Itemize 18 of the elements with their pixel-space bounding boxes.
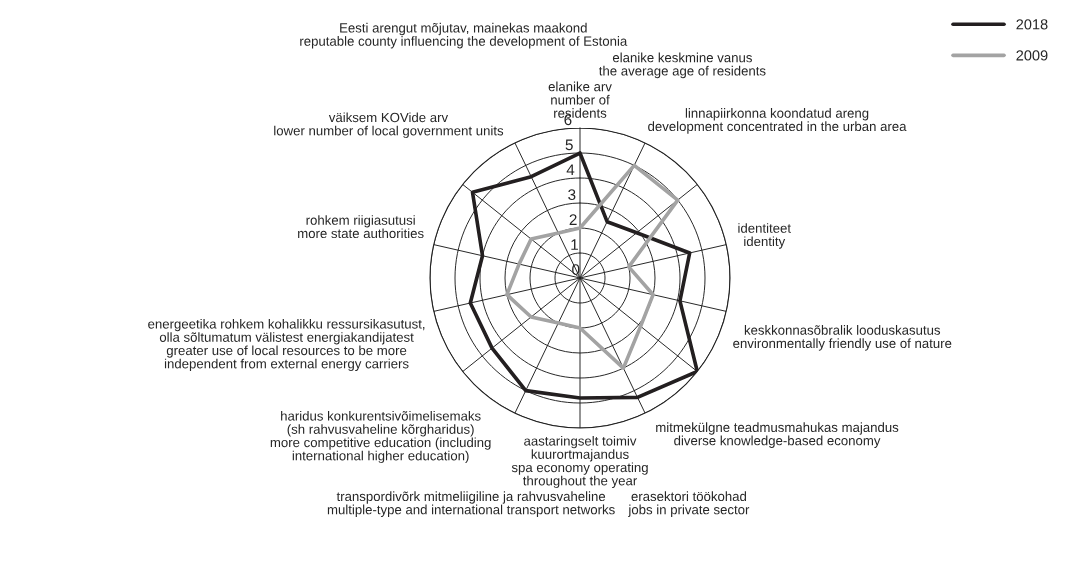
spoke-label: haridus konkurentsivõimelisemaks (sh rahvusvaheline kõrgharidus) more competitive education (including international higher education) bbox=[270, 410, 491, 464]
spoke-label: energeetika rohkem kohalikku ressursikasutust, olla sõltumatum välistest energiakandijatest greater use of local resources to be more independent from external energy carriers bbox=[148, 318, 425, 372]
y-tick-label: 5 bbox=[565, 139, 573, 151]
spoke-label: mitmekülgne teadmusmahukas majandus diverse knowledge-based economy bbox=[656, 422, 899, 448]
spoke-label: linnapiirkonna koondatud areng development concentrated in the urban area bbox=[648, 108, 907, 134]
legend-label: 2018 bbox=[1016, 19, 1048, 30]
spoke-label: elanike keskmine vanus the average age of residents bbox=[598, 52, 766, 79]
spoke-label: transpordivõrk mitmeliigiline ja rahvusvaheline multiple-type and international transport networks bbox=[327, 491, 615, 517]
y-tick-label: 4 bbox=[566, 164, 575, 175]
y-tick-label: 1 bbox=[571, 239, 578, 250]
spoke-label: keskkonnasõbralik looduskasutus environmentally friendly use of nature bbox=[733, 325, 952, 351]
y-tick-label: 2 bbox=[569, 214, 577, 225]
legend-label: 2009 bbox=[1016, 50, 1048, 61]
spoke-label: erasektori töökohad jobs in private sector bbox=[628, 491, 750, 517]
spoke-label: väiksem KOVide arv lower number of local government units bbox=[274, 112, 504, 139]
spoke-label: rohkem riigiasutusi more state authorities bbox=[298, 215, 424, 239]
y-tick-label: 3 bbox=[568, 189, 576, 201]
spoke-label: identiteet identity bbox=[738, 223, 791, 249]
